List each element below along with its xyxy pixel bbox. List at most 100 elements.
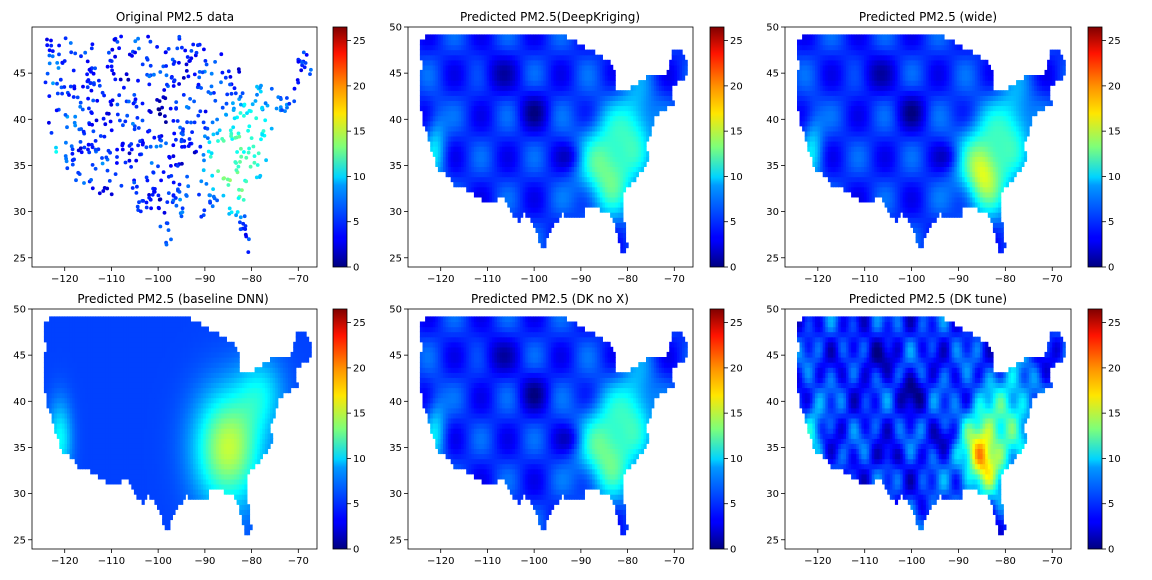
site-marker: [94, 148, 98, 152]
site-marker: [136, 116, 140, 120]
site-marker: [239, 227, 243, 231]
site-marker: [55, 61, 59, 65]
grid-cell: [664, 106, 667, 112]
site-marker: [235, 150, 239, 154]
site-marker: [172, 132, 176, 136]
site-marker: [101, 91, 105, 95]
site-marker: [238, 160, 242, 164]
site-marker: [285, 96, 289, 100]
site-marker: [178, 126, 182, 130]
site-marker: [108, 59, 112, 63]
site-marker: [230, 210, 234, 214]
site-marker: [92, 83, 96, 87]
site-marker: [57, 53, 61, 57]
site-marker: [129, 165, 133, 169]
site-marker: [180, 131, 184, 135]
site-marker: [209, 92, 213, 96]
site-marker: [210, 72, 214, 76]
site-marker: [308, 72, 312, 76]
site-marker: [87, 151, 91, 155]
site-marker: [172, 84, 176, 88]
grid-cell: [620, 212, 623, 218]
site-marker: [116, 40, 120, 44]
grid-cell: [1021, 161, 1024, 167]
site-marker: [87, 107, 91, 111]
grid-cell: [646, 136, 649, 142]
site-marker: [136, 205, 140, 209]
site-marker: [148, 129, 152, 133]
site-marker: [239, 111, 243, 115]
site-marker: [73, 124, 77, 128]
site-marker: [228, 83, 232, 87]
x-tick-label: −70: [288, 274, 309, 285]
y-tick-label: 35: [13, 161, 26, 172]
grid-cell: [936, 212, 939, 218]
site-marker: [48, 48, 52, 52]
site-marker: [224, 113, 228, 117]
site-marker: [208, 200, 212, 204]
y-tick-label: 35: [389, 161, 402, 172]
grid-cell: [1014, 172, 1017, 178]
y-tick-label: 25: [389, 253, 402, 264]
site-marker: [135, 191, 139, 195]
site-marker: [50, 131, 54, 135]
site-marker: [248, 109, 252, 113]
site-marker: [92, 129, 96, 133]
site-marker: [169, 164, 173, 168]
x-tick-label: −70: [664, 274, 685, 285]
site-marker: [86, 60, 90, 64]
grid-cell: [644, 161, 647, 167]
site-marker: [233, 86, 237, 90]
site-marker: [120, 144, 124, 148]
site-marker: [73, 115, 77, 119]
site-marker: [208, 194, 212, 198]
grid-cell: [959, 212, 962, 218]
site-marker: [237, 70, 241, 74]
site-marker: [287, 102, 291, 106]
site-marker: [136, 144, 140, 148]
grid-cell: [685, 60, 688, 66]
site-marker: [151, 170, 155, 174]
x-tick-label: −120: [51, 274, 78, 285]
site-marker: [69, 41, 73, 45]
site-marker: [91, 186, 95, 190]
colorbar-gradient: [710, 27, 724, 267]
site-marker: [159, 139, 163, 143]
site-marker: [91, 42, 95, 46]
site-marker: [126, 78, 130, 82]
grid-cell: [669, 85, 672, 91]
grid-cell: [636, 172, 639, 178]
site-marker: [210, 85, 214, 89]
site-marker: [233, 160, 237, 164]
grid-cell: [1001, 187, 1004, 193]
site-marker: [198, 109, 202, 113]
site-marker: [256, 163, 260, 167]
site-marker: [229, 134, 233, 138]
grid-cell: [1024, 136, 1027, 142]
site-marker: [166, 221, 170, 225]
site-marker: [183, 49, 187, 53]
site-marker: [158, 112, 162, 116]
grid-cell: [543, 243, 546, 249]
site-marker: [82, 181, 86, 185]
grid-cell: [613, 85, 616, 91]
site-marker: [105, 187, 109, 191]
site-marker: [215, 118, 219, 122]
site-marker: [110, 192, 114, 196]
grid-cell: [1029, 121, 1032, 127]
site-marker: [239, 147, 243, 151]
grid-cell: [592, 50, 595, 56]
grid-cell: [1021, 141, 1024, 147]
grid-cell: [923, 232, 926, 238]
grid-cell: [644, 141, 647, 147]
site-marker: [132, 102, 136, 106]
site-marker: [95, 99, 99, 103]
site-marker: [171, 143, 175, 147]
site-marker: [186, 184, 190, 188]
grid-cell: [959, 207, 962, 213]
grid-cell: [1027, 126, 1030, 132]
site-marker: [239, 103, 243, 107]
grid-cell: [998, 192, 1001, 198]
site-marker: [117, 46, 121, 50]
site-marker: [211, 204, 215, 208]
